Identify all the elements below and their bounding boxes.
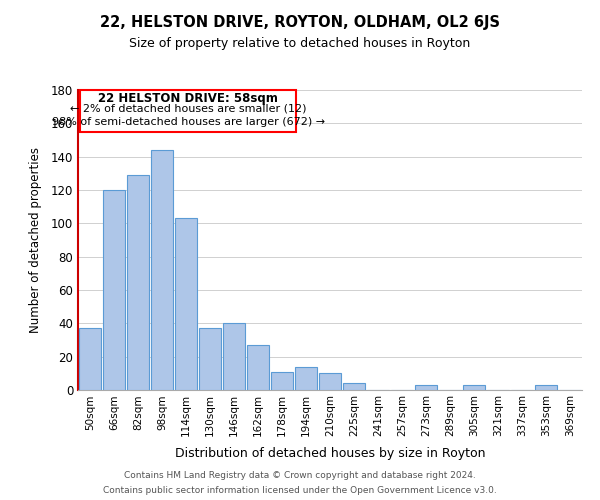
Bar xyxy=(103,190,125,390)
Bar xyxy=(175,218,197,390)
Bar xyxy=(223,324,245,390)
Bar xyxy=(79,328,101,390)
Bar xyxy=(415,385,437,390)
Bar xyxy=(535,385,557,390)
Text: 98% of semi-detached houses are larger (672) →: 98% of semi-detached houses are larger (… xyxy=(52,116,325,126)
Bar xyxy=(199,328,221,390)
Text: ← 2% of detached houses are smaller (12): ← 2% of detached houses are smaller (12) xyxy=(70,104,307,114)
Bar xyxy=(295,366,317,390)
Y-axis label: Number of detached properties: Number of detached properties xyxy=(29,147,43,333)
Bar xyxy=(127,175,149,390)
Text: Contains public sector information licensed under the Open Government Licence v3: Contains public sector information licen… xyxy=(103,486,497,495)
Bar xyxy=(343,384,365,390)
Text: Contains HM Land Registry data © Crown copyright and database right 2024.: Contains HM Land Registry data © Crown c… xyxy=(124,471,476,480)
FancyBboxPatch shape xyxy=(80,90,296,132)
Bar xyxy=(319,374,341,390)
Text: Size of property relative to detached houses in Royton: Size of property relative to detached ho… xyxy=(130,38,470,51)
X-axis label: Distribution of detached houses by size in Royton: Distribution of detached houses by size … xyxy=(175,448,485,460)
Bar xyxy=(247,345,269,390)
Text: 22 HELSTON DRIVE: 58sqm: 22 HELSTON DRIVE: 58sqm xyxy=(98,92,278,104)
Bar xyxy=(151,150,173,390)
Text: 22, HELSTON DRIVE, ROYTON, OLDHAM, OL2 6JS: 22, HELSTON DRIVE, ROYTON, OLDHAM, OL2 6… xyxy=(100,15,500,30)
Bar xyxy=(271,372,293,390)
Bar xyxy=(463,385,485,390)
